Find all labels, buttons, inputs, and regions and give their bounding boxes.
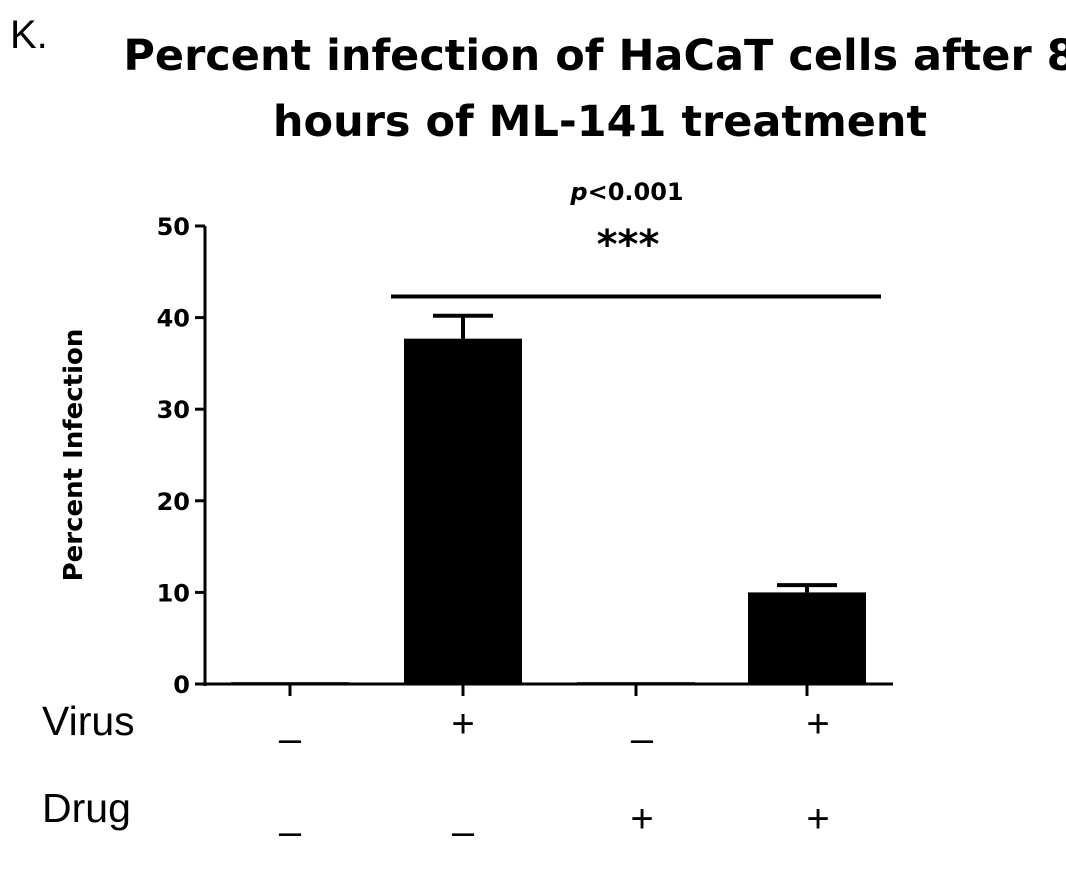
bar — [231, 682, 349, 684]
plus-sign: + — [451, 702, 474, 746]
plus-sign: + — [806, 702, 829, 746]
y-tick-label: 10 — [157, 579, 190, 607]
chart-title-line-1: Percent infection of HaCaT cells after 8 — [123, 31, 1066, 81]
y-axis-label: Percent Infection — [59, 329, 89, 582]
p-value-text: p<0.001 — [569, 178, 683, 206]
chart-title-line-2: hours of ML-141 treatment — [273, 97, 927, 147]
bar — [748, 592, 866, 684]
minus-sign: – — [631, 717, 654, 761]
condition-label: Drug — [42, 785, 131, 831]
y-tick-label: 30 — [157, 396, 190, 424]
p-value-annotation: p<0.001 — [569, 178, 683, 206]
y-tick-label: 50 — [157, 213, 190, 241]
minus-sign: – — [279, 810, 302, 854]
condition-labels: Virus – + – + Drug – – + + — [42, 698, 830, 854]
significance-stars: *** — [597, 222, 660, 268]
axes: 0 10 20 30 40 50 Percent Infection — [59, 213, 893, 699]
minus-sign: – — [452, 810, 475, 854]
bars — [231, 294, 881, 684]
minus-sign: – — [279, 717, 302, 761]
bar — [404, 338, 522, 684]
y-tick-label: 20 — [157, 488, 190, 516]
bar — [577, 682, 695, 684]
y-tick-label: 0 — [173, 671, 190, 699]
plus-sign: + — [806, 797, 829, 841]
condition-label: Virus — [42, 698, 135, 744]
panel-label: K. — [10, 13, 48, 57]
y-tick-label: 40 — [157, 305, 190, 333]
plus-sign: + — [630, 797, 653, 841]
